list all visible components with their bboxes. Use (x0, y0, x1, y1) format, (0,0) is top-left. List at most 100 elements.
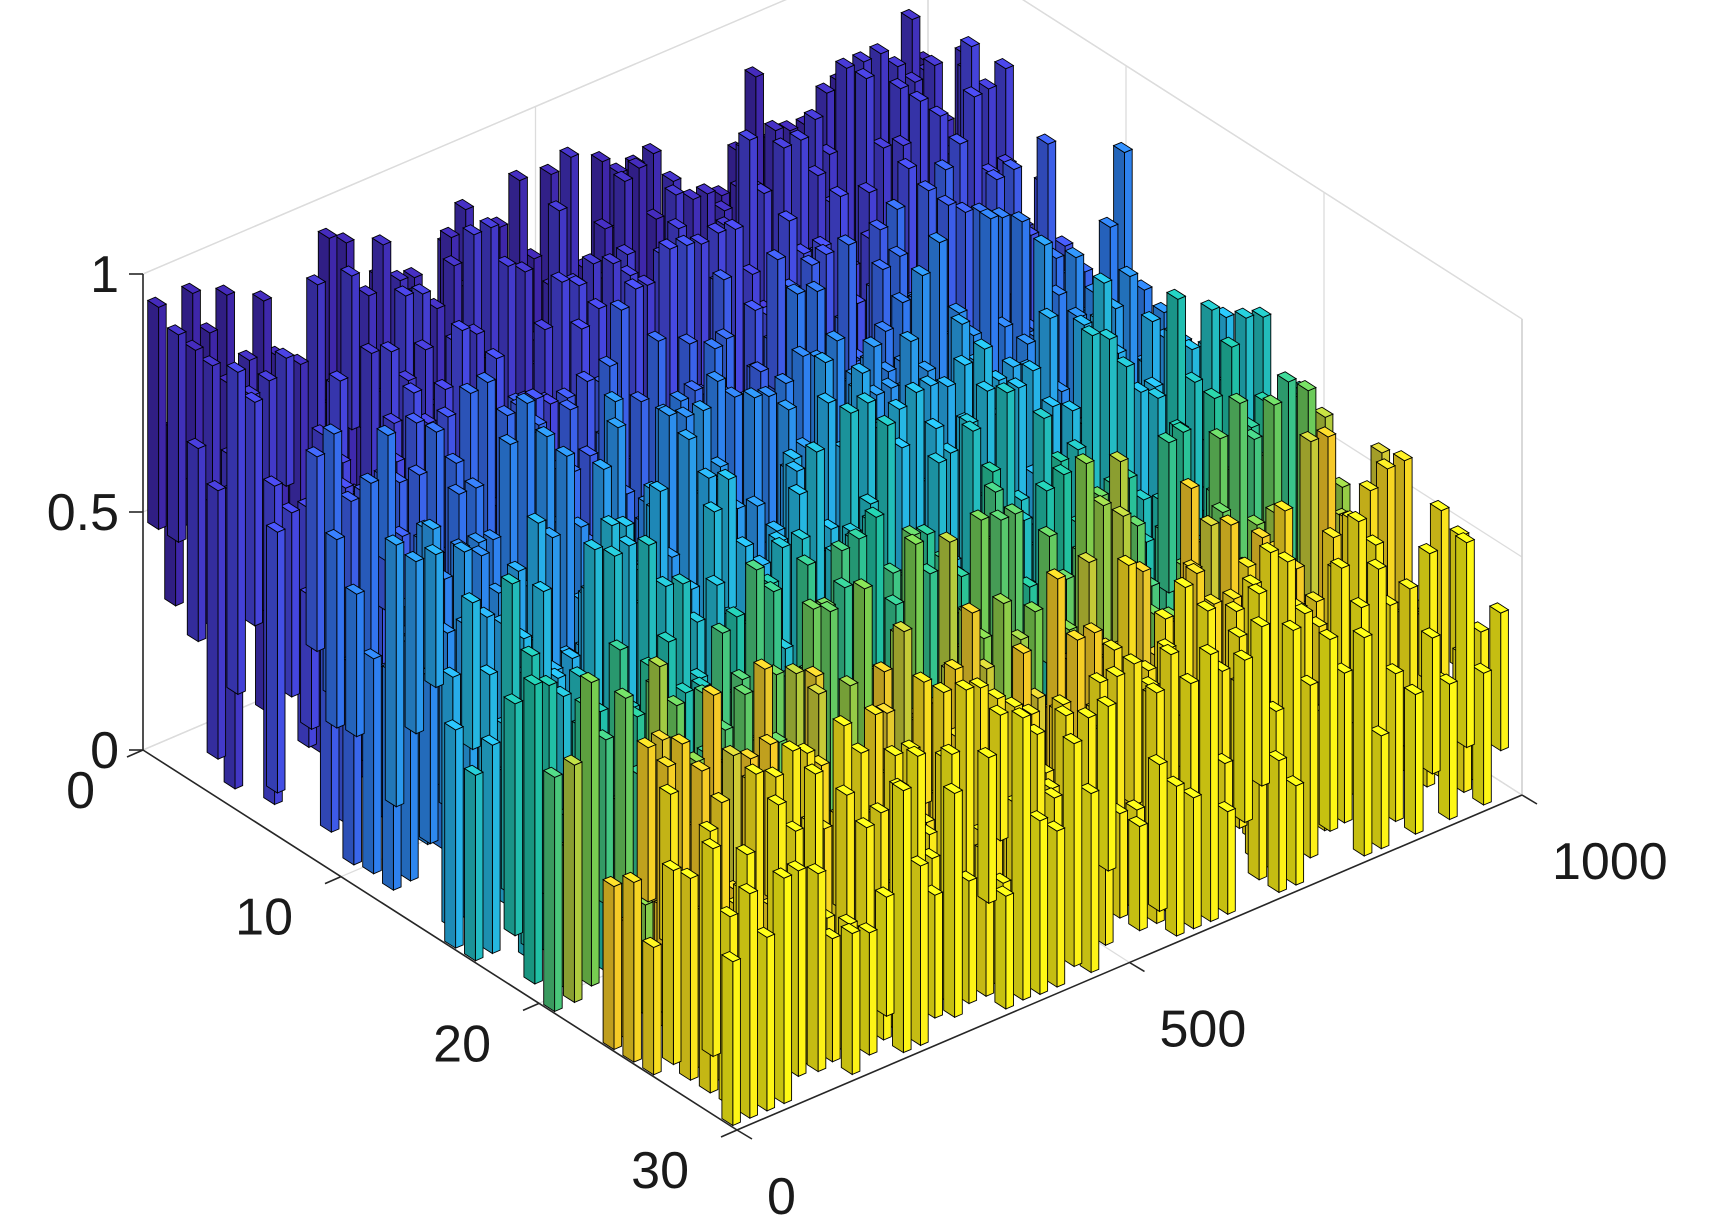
bar-face (868, 43, 890, 55)
bar-face (642, 939, 655, 1076)
x-tick-label: 10 (235, 889, 293, 947)
bar-face (749, 889, 758, 1119)
bar-face (1370, 442, 1391, 454)
bar-face (885, 893, 895, 1017)
bar-face (1148, 756, 1160, 913)
bar-face (721, 953, 734, 1127)
bar (661, 859, 682, 1066)
x-tick-mark (522, 1002, 540, 1012)
bar-face (868, 219, 889, 231)
bar-face (1395, 669, 1404, 823)
bar-face (1343, 669, 1353, 824)
x-tick-mark (126, 749, 144, 758)
bar-face (1466, 538, 1475, 749)
bar-face (336, 535, 345, 729)
bar-face (1383, 663, 1405, 675)
bar (324, 528, 346, 729)
bar-face (953, 201, 975, 214)
bar-face (1211, 501, 1232, 514)
bar-face (1165, 288, 1187, 300)
bar-face (1107, 702, 1117, 872)
bar-face (1112, 141, 1134, 154)
bar-face (266, 524, 278, 794)
bar (1011, 707, 1032, 1001)
bar-face (1233, 652, 1246, 824)
bar-face (455, 726, 464, 949)
bar-face (435, 550, 444, 689)
bar-face (1092, 272, 1113, 284)
bar-face (902, 786, 912, 1054)
grid-line-z (1022, 0, 1523, 320)
bar-face (1420, 627, 1442, 639)
bar-face (828, 185, 850, 198)
bar (874, 886, 895, 1018)
bar-face (1309, 681, 1319, 859)
bar-face (783, 874, 793, 1105)
bar-face (999, 711, 1009, 842)
bar-face (834, 57, 856, 69)
bar-face (1358, 480, 1379, 492)
bar-face (1276, 371, 1298, 383)
bar-face (1114, 356, 1136, 368)
bar-face (1281, 619, 1302, 632)
bar (636, 737, 657, 903)
bar (1284, 775, 1305, 886)
bar-face (316, 452, 326, 653)
bar-face (158, 303, 167, 531)
bar-face (908, 90, 930, 102)
bar-face (1208, 428, 1229, 440)
bar-face (1010, 211, 1031, 223)
bar-face (1318, 628, 1339, 641)
bar-face (167, 327, 179, 544)
bar-face (672, 866, 682, 1066)
bar-face (1380, 732, 1390, 850)
bar-face (1219, 514, 1240, 526)
bar (166, 324, 187, 544)
bar-face (1157, 434, 1170, 594)
bar-face (1299, 430, 1320, 443)
y-tick-mark (1129, 961, 1145, 973)
x-tick-label: 30 (631, 1142, 689, 1200)
bar-face (1298, 674, 1319, 686)
bar-face (840, 925, 853, 1076)
bar-face (613, 882, 623, 1051)
bar-face (305, 449, 318, 653)
bar (701, 837, 722, 1058)
bar-face (885, 198, 906, 211)
bar-face (789, 129, 810, 141)
z-tick-label: 1 (90, 246, 119, 304)
bar (1267, 749, 1288, 894)
bar-face (647, 743, 657, 903)
bar (242, 391, 264, 627)
bar-face (1041, 395, 1062, 408)
bar-face (1228, 392, 1249, 405)
bar-face (1073, 739, 1083, 968)
bar-face (1193, 793, 1202, 930)
bar-face (1392, 450, 1414, 462)
bar-face (1403, 683, 1425, 696)
bar-face (994, 888, 1007, 1010)
bar-face (701, 840, 714, 1058)
bar (1127, 815, 1149, 932)
bar-face (1404, 686, 1416, 836)
bar-face (1245, 514, 1266, 526)
bar (942, 782, 964, 1019)
bar-face (1244, 656, 1253, 824)
bar-face (254, 398, 263, 627)
bar-face (712, 844, 722, 1058)
bar-face (815, 82, 836, 94)
bar-face (993, 57, 1015, 70)
bar-face (1369, 725, 1390, 737)
bar (305, 446, 326, 653)
bar-face (891, 134, 912, 147)
bar-face (356, 590, 365, 738)
bar (1249, 616, 1271, 787)
bar-face (1429, 499, 1450, 512)
bar-face (237, 368, 246, 696)
bar-face (1275, 551, 1297, 563)
bar (579, 671, 601, 987)
bar-face (590, 678, 600, 987)
bar-face (384, 537, 397, 808)
bar (186, 437, 207, 643)
